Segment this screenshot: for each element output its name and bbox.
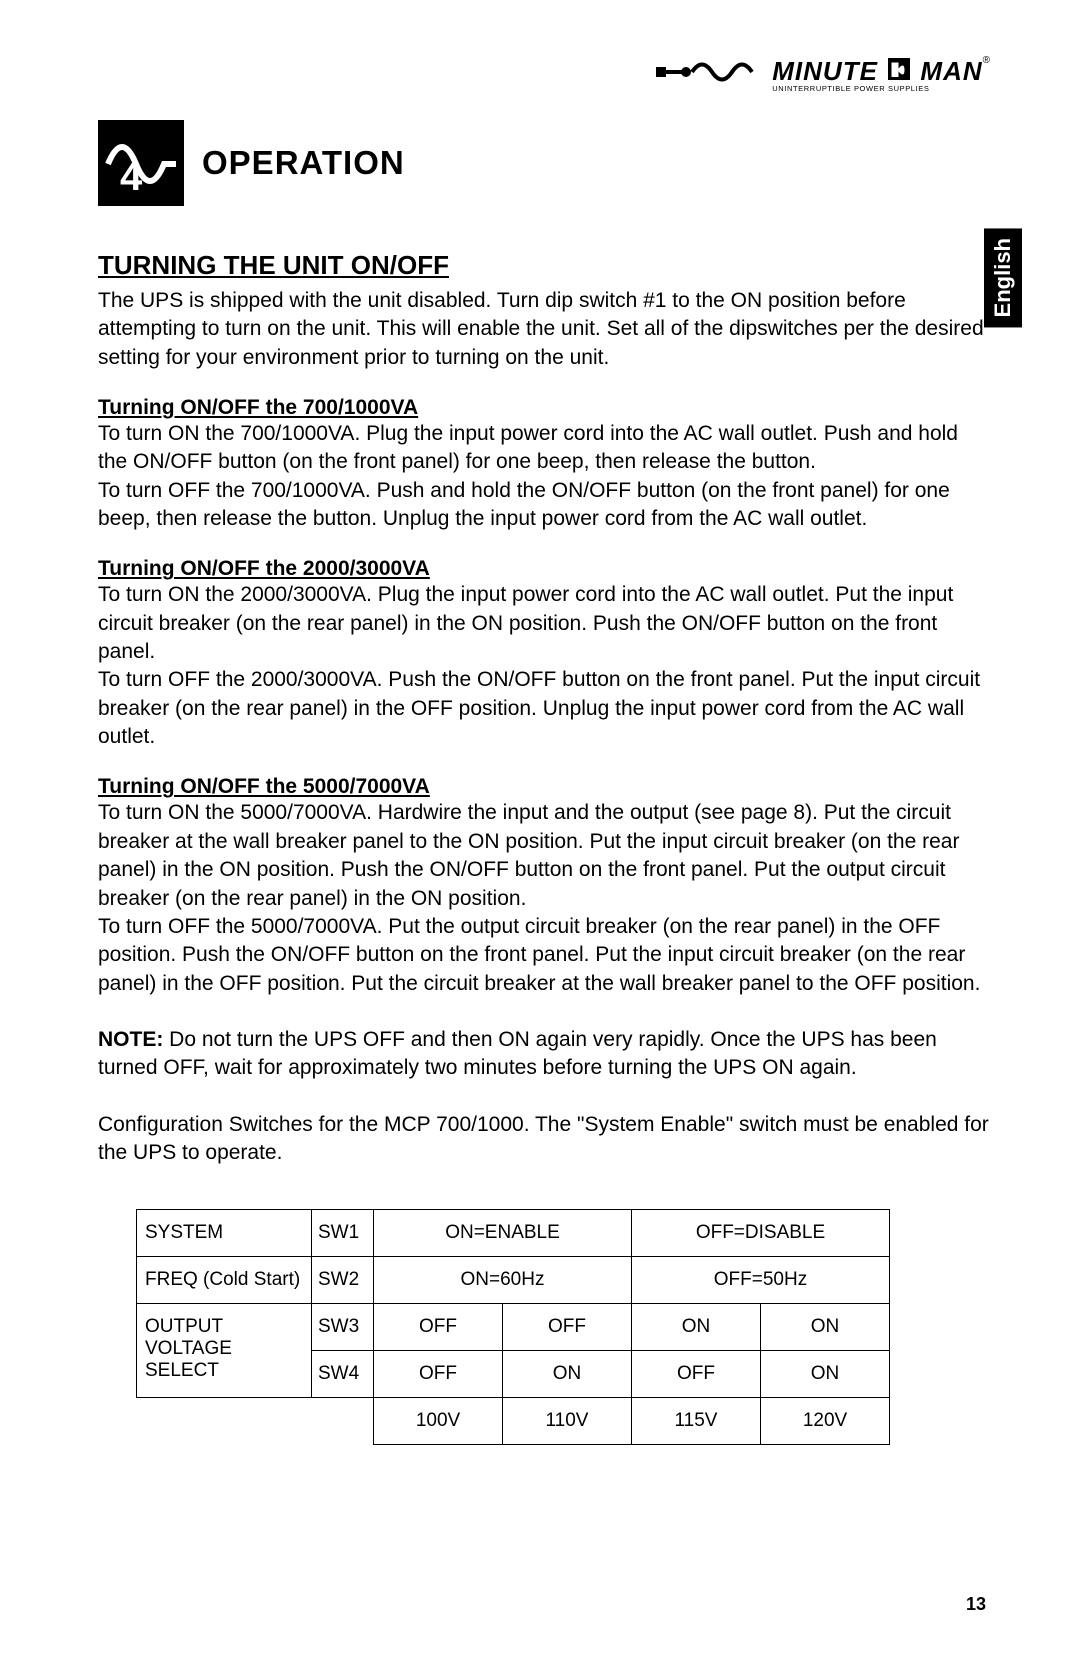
cell-label: SYSTEM [137,1210,312,1257]
cell-sw: SW3 [312,1304,374,1351]
language-tab: English [984,228,1022,327]
cell-sw: SW1 [312,1210,374,1257]
chapter-number-icon: 4 [98,120,184,206]
cell-sw: SW2 [312,1257,374,1304]
table-row: SYSTEM SW1 ON=ENABLE OFF=DISABLE [137,1210,890,1257]
cell-sw: SW4 [312,1351,374,1398]
sub1-p2: To turn OFF the 700/1000VA. Push and hol… [98,477,990,534]
cell: OFF [374,1351,503,1398]
table-row: OUTPUT VOLTAGE SELECT SW3 OFF OFF ON ON [137,1304,890,1351]
cell: 100V [374,1398,503,1445]
cell-label: OUTPUT VOLTAGE SELECT [137,1304,312,1398]
note-text: Do not turn the UPS OFF and then ON agai… [98,1028,937,1079]
section-heading: TURNING THE UNIT ON/OFF [98,250,990,281]
brand-logo: MINUTE MAN® UNINTERRUPTIBLE POWER SUPPLI… [656,55,990,94]
sub3-p1: To turn ON the 5000/7000VA. Hardwire the… [98,799,990,912]
config-intro: Configuration Switches for the MCP 700/1… [98,1111,990,1168]
cell: ON [632,1304,761,1351]
cell-on: ON=ENABLE [374,1210,632,1257]
sub1-p1: To turn ON the 700/1000VA. Plug the inpu… [98,420,990,477]
cell: ON [761,1304,890,1351]
sub3-p2: To turn OFF the 5000/7000VA. Put the out… [98,913,990,998]
config-switch-table: SYSTEM SW1 ON=ENABLE OFF=DISABLE FREQ (C… [136,1209,890,1445]
cell: ON [761,1351,890,1398]
brand-name-b: MAN [920,56,982,86]
cell: OFF [503,1304,632,1351]
cell: 115V [632,1398,761,1445]
page-number: 13 [966,1594,986,1615]
cell-off: OFF=DISABLE [632,1210,890,1257]
cell-off: OFF=50Hz [632,1257,890,1304]
sub1-heading: Turning ON/OFF the 700/1000VA [98,396,990,420]
sub2-p2: To turn OFF the 2000/3000VA. Push the ON… [98,666,990,751]
cell: 110V [503,1398,632,1445]
svg-text:4: 4 [120,155,143,199]
cell: OFF [374,1304,503,1351]
registered-icon: ® [983,55,990,66]
note-paragraph: NOTE: Do not turn the UPS OFF and then O… [98,1026,990,1083]
intro-paragraph: The UPS is shipped with the unit disable… [98,287,990,372]
cell: OFF [632,1351,761,1398]
brand-name-a: MINUTE [772,56,878,86]
brand-tagline: UNINTERRUPTIBLE POWER SUPPLIES [772,85,990,93]
sub3-heading: Turning ON/OFF the 5000/7000VA [98,775,990,799]
cell: ON [503,1351,632,1398]
chapter-header: 4 OPERATION [98,120,990,206]
sub2-p1: To turn ON the 2000/3000VA. Plug the inp… [98,581,990,666]
cell-on: ON=60Hz [374,1257,632,1304]
cell: 120V [761,1398,890,1445]
note-label: NOTE: [98,1028,163,1051]
chapter-title: OPERATION [202,144,405,182]
table-row: FREQ (Cold Start) SW2 ON=60Hz OFF=50Hz [137,1257,890,1304]
sub2-heading: Turning ON/OFF the 2000/3000VA [98,557,990,581]
cell-label: FREQ (Cold Start) [137,1257,312,1304]
wave-icon [656,55,766,94]
table-row: 100V 110V 115V 120V [137,1398,890,1445]
